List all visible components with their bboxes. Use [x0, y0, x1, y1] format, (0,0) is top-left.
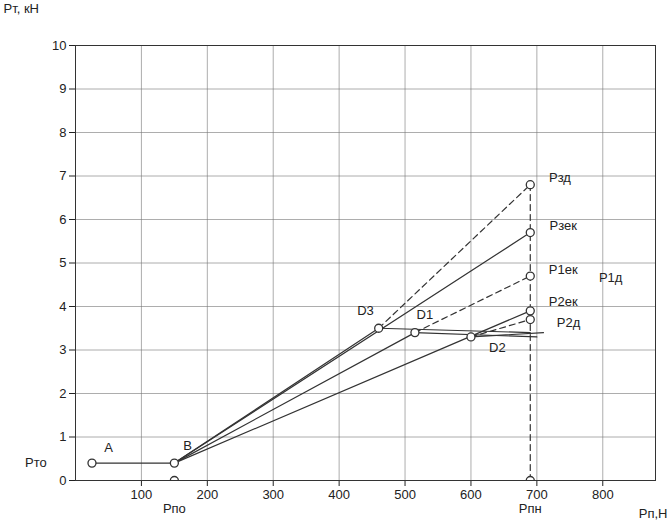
svg-text:Pпо: Pпо — [163, 501, 186, 516]
svg-text:4: 4 — [59, 299, 66, 314]
svg-text:500: 500 — [394, 487, 416, 502]
svg-text:2: 2 — [59, 386, 66, 401]
svg-text:D2: D2 — [489, 340, 506, 355]
svg-text:800: 800 — [592, 487, 614, 502]
svg-text:Pзд: Pзд — [549, 170, 571, 185]
svg-text:300: 300 — [262, 487, 284, 502]
svg-text:Pт, кН: Pт, кН — [4, 1, 39, 16]
svg-text:200: 200 — [196, 487, 218, 502]
svg-text:600: 600 — [460, 487, 482, 502]
svg-text:Pпн: Pпн — [519, 501, 542, 516]
svg-text:D1: D1 — [417, 307, 434, 322]
svg-text:6: 6 — [59, 212, 66, 227]
svg-text:P1д: P1д — [599, 270, 623, 285]
svg-text:0: 0 — [59, 473, 66, 488]
svg-text:A: A — [104, 440, 113, 455]
svg-text:B: B — [183, 438, 192, 453]
svg-text:9: 9 — [59, 81, 66, 96]
svg-text:10: 10 — [52, 38, 66, 53]
svg-text:Pп,Н: Pп,Н — [639, 506, 668, 520]
svg-text:5: 5 — [59, 255, 66, 270]
svg-text:700: 700 — [526, 487, 548, 502]
svg-text:D3: D3 — [357, 303, 374, 318]
svg-text:400: 400 — [328, 487, 350, 502]
svg-text:100: 100 — [131, 487, 153, 502]
svg-text:P2ек: P2ек — [549, 294, 578, 309]
svg-text:1: 1 — [59, 429, 66, 444]
svg-text:7: 7 — [59, 168, 66, 183]
svg-text:Pто: Pто — [25, 455, 47, 470]
svg-text:3: 3 — [59, 342, 66, 357]
svg-text:8: 8 — [59, 125, 66, 140]
svg-text:P1ек: P1ек — [549, 262, 578, 277]
svg-text:P2д: P2д — [557, 315, 581, 330]
svg-text:Pзек: Pзек — [550, 218, 578, 233]
